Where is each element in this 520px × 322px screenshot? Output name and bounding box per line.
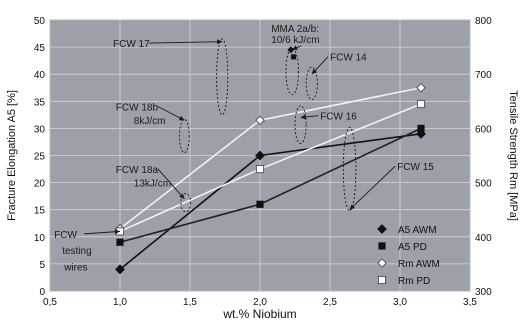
- data-point: [416, 82, 426, 93]
- y-tick-label: 15: [34, 206, 46, 217]
- legend-item: Rm AWM: [377, 258, 440, 270]
- data-point: [255, 115, 265, 126]
- annotation-label: 10/6 kJ/cm: [271, 35, 319, 46]
- annotation-arrow: [157, 168, 185, 200]
- legend-label: A5 PD: [398, 242, 427, 253]
- y2-tick-label: 400: [475, 233, 492, 244]
- y-tick-label: 40: [34, 70, 46, 81]
- annotation-arrow: [349, 165, 396, 211]
- y2-tick-label: 700: [475, 70, 492, 81]
- annotation-ellipse: [285, 47, 299, 96]
- x-tick-label: 2,0: [253, 297, 267, 308]
- x-tick-label: 3,5: [463, 297, 477, 308]
- y2-tick-label: 600: [475, 124, 492, 135]
- annotation-ellipse: [294, 105, 307, 145]
- legend: A5 AWM A5 PD Rm AWM Rm PD: [377, 224, 440, 287]
- data-point: [255, 164, 265, 174]
- y-tick-label: 50: [34, 16, 46, 27]
- y-tick-label: 35: [34, 97, 46, 108]
- annotation-arrowhead: [179, 193, 185, 199]
- annotation-label: FCW 16: [320, 112, 357, 123]
- legend-item: A5 PD: [378, 242, 427, 253]
- legend-marker: [378, 242, 386, 250]
- data-point: [115, 264, 125, 275]
- y-tick-label: 10: [34, 233, 46, 244]
- annotation-fcw-testing: FCW testing wires: [54, 229, 121, 273]
- annotation-label: FCW 18b: [116, 103, 159, 114]
- annotation-arrow: [84, 230, 121, 235]
- y2-axis-ticks: 300 400 500 600 700 800: [475, 16, 492, 298]
- annotation-fcw-16: FCW 16: [294, 105, 357, 145]
- legend-label: Rm AWM: [398, 259, 440, 270]
- legend-label: A5 AWM: [398, 225, 437, 236]
- y-tick-label: 20: [34, 179, 46, 190]
- legend-item: A5 AWM: [377, 224, 437, 236]
- annotations-layer: FCW 17 MMA 2a/b:10/6 kJ/cm FCW 14 FCW 18b 8k…: [54, 24, 434, 273]
- mma-point: [287, 46, 295, 54]
- annotation-ellipse: [342, 126, 357, 212]
- annotation-label: FCW 18a: [116, 165, 159, 176]
- series-a5-pd: [116, 124, 425, 246]
- data-point: [116, 238, 124, 246]
- annotation-arrowhead: [311, 68, 318, 75]
- annotation-label: FCW: [54, 230, 77, 241]
- legend-marker: [377, 258, 387, 268]
- y2-tick-label: 500: [475, 179, 492, 190]
- annotation-label: 8kJ/cm: [134, 116, 166, 127]
- data-point: [255, 150, 265, 161]
- annotation-label: wires: [63, 262, 87, 273]
- annotation-ellipse: [305, 66, 318, 101]
- x-tick-label: 0,5: [43, 297, 57, 308]
- data-point: [256, 200, 264, 208]
- annotation-arrowhead: [217, 39, 223, 45]
- y-tick-label: 45: [34, 43, 46, 54]
- legend-label: Rm PD: [398, 276, 430, 287]
- y-tick-label: 30: [34, 124, 46, 135]
- annotation-fcw-15: FCW 15: [342, 126, 434, 212]
- data-point: [416, 99, 426, 109]
- y-axis-ticks: 0 5 10 15 20 25 30 35 40 45 50: [34, 16, 46, 298]
- annotation-arrow: [148, 41, 223, 44]
- mma-point: [291, 54, 297, 60]
- annotation-mma: MMA 2a/b:10/6 kJ/cm: [271, 24, 320, 96]
- grid: [49, 19, 471, 292]
- y2-tick-label: 300: [475, 287, 492, 298]
- x-tick-label: 2,5: [323, 297, 337, 308]
- x-tick-label: 3,0: [393, 297, 407, 308]
- annotation-fcw-18b: FCW 18b 8kJ/cm: [116, 103, 190, 154]
- x-axis-ticks: 0,5 1,0 1,5 2,0 2,5 3,0 3,5: [43, 297, 477, 308]
- annotation-arrowhead: [178, 115, 185, 121]
- annotation-arrowhead: [300, 114, 306, 120]
- annotation-arrowhead: [349, 204, 355, 210]
- y-tick-label: 5: [39, 260, 45, 271]
- annotation-arrowhead: [292, 45, 298, 51]
- x-tick-label: 1,0: [113, 297, 127, 308]
- annotation-label: FCW 14: [330, 53, 367, 64]
- y-axis-label: Fracture Elongation A5 [%]: [6, 90, 18, 221]
- annotation-label: 13kJ/cm: [134, 178, 171, 189]
- y2-axis-label: Tensile Strength Rm [MPa]: [507, 90, 519, 221]
- data-point: [417, 124, 425, 132]
- y-tick-label: 25: [34, 152, 46, 163]
- annotation-label: testing: [62, 246, 91, 257]
- annotation-label: FCW 17: [113, 39, 150, 50]
- series-layer: [115, 46, 426, 275]
- x-tick-label: 1,5: [183, 297, 197, 308]
- legend-marker: [377, 275, 387, 285]
- legend-item: Rm PD: [377, 275, 430, 287]
- annotation-fcw-18a: FCW 18a 13kJ/cm: [116, 165, 192, 213]
- annotation-arrowhead: [114, 229, 120, 235]
- annotation-fcw-14: FCW 14: [305, 53, 367, 101]
- annotation-label: MMA 2a/b:: [271, 24, 319, 35]
- annotation-fcw-17: FCW 17: [113, 38, 229, 116]
- annotation-label: FCW 15: [397, 162, 434, 173]
- x-axis-label: wt.% Niobium: [222, 307, 296, 321]
- y-tick-label: 0: [39, 287, 45, 298]
- annotation-ellipse: [180, 192, 192, 213]
- y2-tick-label: 800: [475, 16, 492, 27]
- annotation-ellipse: [179, 118, 190, 154]
- annotation-ellipse: [216, 38, 229, 116]
- legend-marker: [377, 224, 387, 234]
